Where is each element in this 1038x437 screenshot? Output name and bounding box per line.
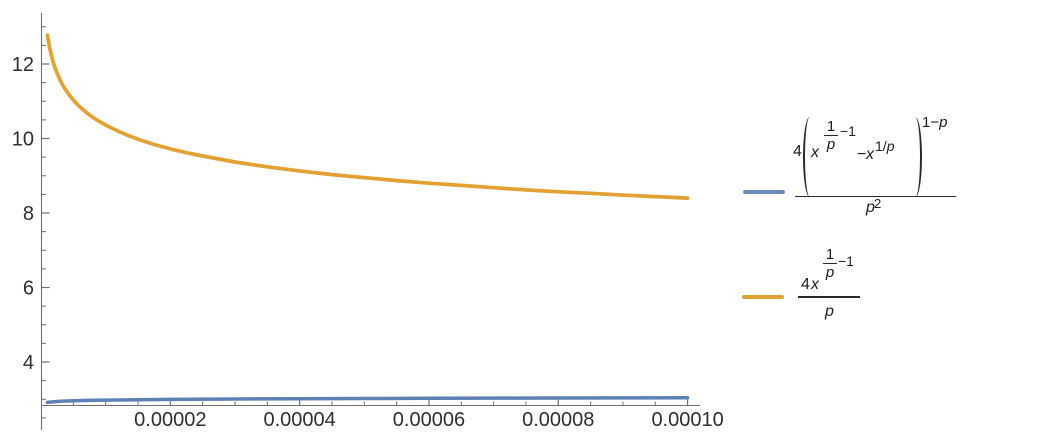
y-tick-label: 10 bbox=[12, 129, 34, 151]
x-tick-label: 0.00006 bbox=[393, 409, 465, 431]
y-tick-label: 12 bbox=[12, 54, 34, 76]
curve-blue bbox=[45, 396, 690, 405]
x-tick-label: 0.00008 bbox=[522, 409, 594, 431]
y-tick-label: 6 bbox=[23, 278, 34, 300]
x-tick-label: 0.00010 bbox=[651, 409, 723, 431]
y-tick-label: 8 bbox=[23, 203, 34, 225]
x-tick-label: 0.00002 bbox=[134, 409, 206, 431]
curve-orange bbox=[45, 33, 690, 200]
y-tick-label: 4 bbox=[23, 352, 34, 374]
x-tick-label: 0.00004 bbox=[263, 409, 335, 431]
